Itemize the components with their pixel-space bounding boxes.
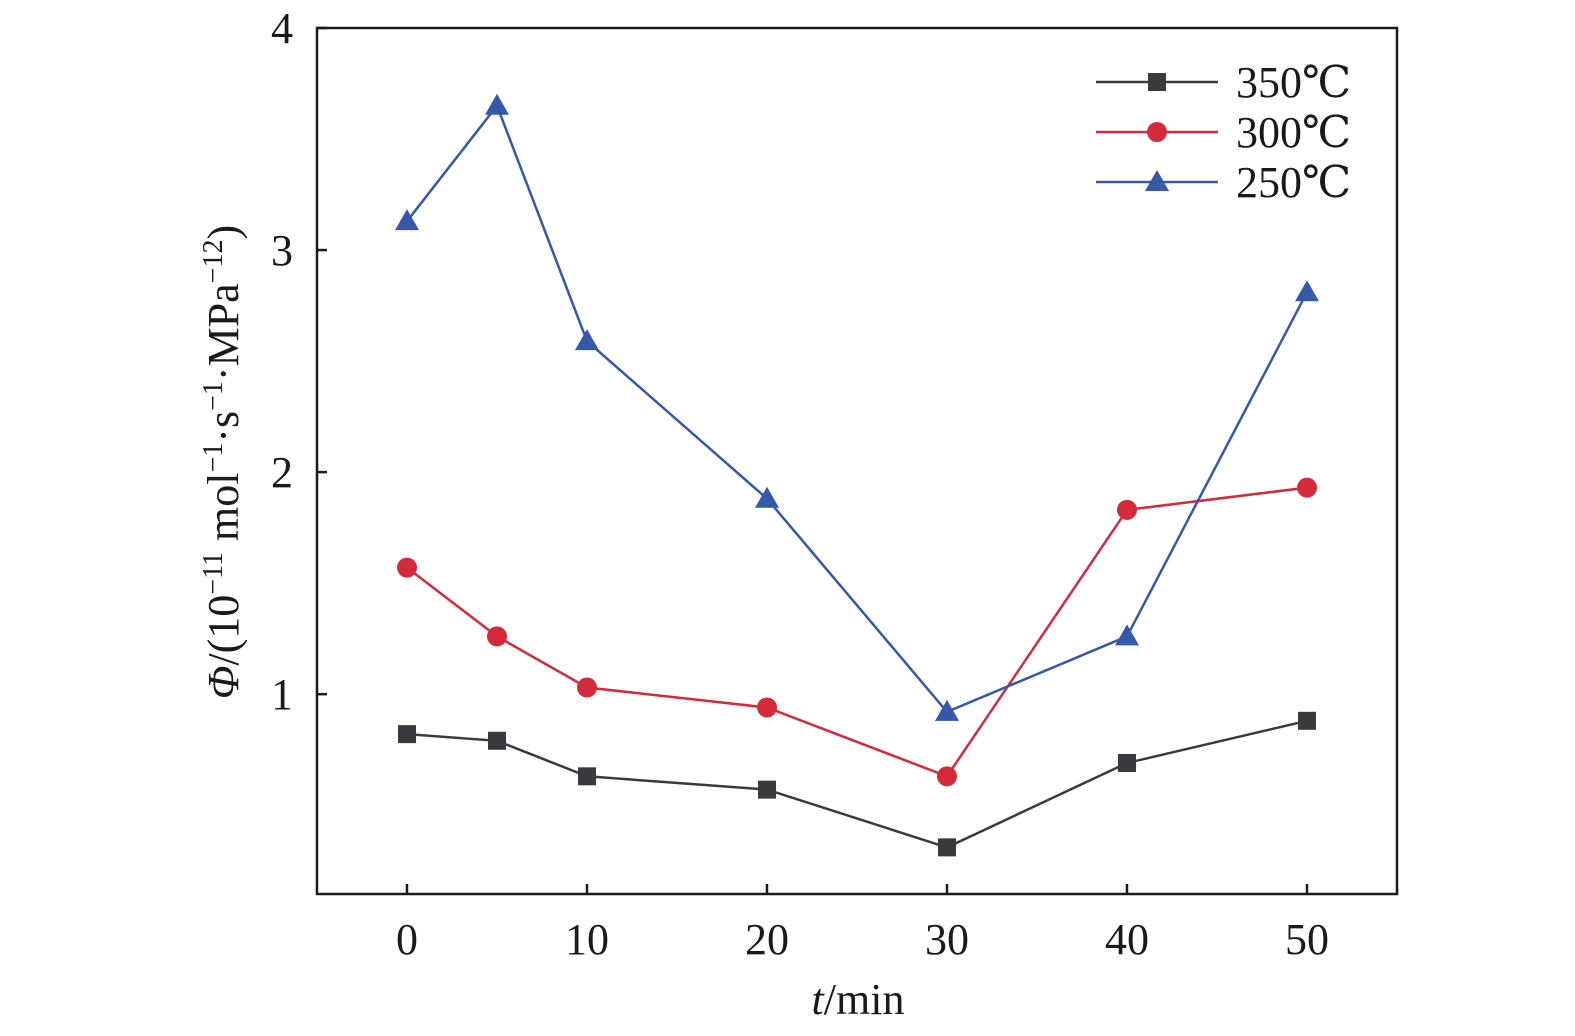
y-axis-title-unit2: ·s — [199, 411, 248, 443]
data-point-circle — [757, 697, 777, 718]
x-tick-label: 30 — [925, 915, 969, 964]
data-point-square — [1298, 711, 1316, 730]
legend-label: 300℃ — [1236, 108, 1351, 157]
x-tick-label: 50 — [1285, 915, 1329, 964]
data-point-triangle — [935, 699, 959, 721]
series-layer — [395, 93, 1319, 857]
axis-ticks: 0 10 20 30 40 50 1 2 3 4 — [271, 4, 1329, 964]
data-point-triangle — [1295, 280, 1319, 302]
legend-marker-triangle — [1145, 170, 1169, 191]
x-axis-title: t/min — [812, 975, 905, 1024]
data-point-circle — [577, 677, 597, 698]
y-axis-title-exp2: −1 — [198, 443, 229, 473]
y-tick-label: 1 — [271, 670, 293, 719]
data-point-triangle — [575, 329, 599, 351]
y-axis-title-exp1: −11 — [198, 552, 229, 595]
series-line — [406, 719, 1308, 849]
data-point-square — [938, 838, 956, 857]
data-point-triangle — [755, 486, 779, 508]
data-point-circle — [1117, 499, 1137, 520]
y-axis-title-open: /(10 — [199, 595, 248, 666]
y-axis-title: Φ/(10−11 mol−1·s−1·MPa−12) — [198, 225, 248, 699]
x-tick-label: 40 — [1105, 915, 1149, 964]
data-point-square — [578, 767, 596, 786]
y-tick-label: 4 — [271, 4, 293, 53]
data-point-circle — [1297, 477, 1317, 498]
data-point-circle — [487, 626, 507, 647]
plot-frame — [315, 26, 1399, 896]
legend-label: 350℃ — [1236, 58, 1351, 107]
y-tick-label: 2 — [271, 448, 293, 497]
series-line — [406, 103, 1309, 714]
x-axis-title-unit: /min — [824, 975, 905, 1024]
data-point-square — [398, 725, 416, 744]
series-square — [398, 711, 1316, 857]
legend-label: 250℃ — [1236, 158, 1351, 207]
data-point-square — [488, 731, 506, 750]
x-tick-label: 20 — [745, 915, 789, 964]
data-point-triangle — [1115, 624, 1139, 646]
data-point-circle — [397, 557, 417, 578]
y-axis-title-symbol: Φ — [199, 666, 248, 700]
y-axis-title-unit1: mol — [199, 473, 248, 552]
y-axis-title-close: ) — [199, 225, 248, 240]
data-point-triangle — [395, 209, 419, 231]
data-point-circle — [937, 766, 957, 787]
x-tick-label: 10 — [565, 915, 609, 964]
y-axis-title-unit3: ·MPa — [199, 283, 248, 381]
y-axis-title-exp3: −1 — [198, 381, 229, 411]
data-point-triangle — [485, 93, 509, 115]
data-point-square — [1118, 753, 1136, 772]
x-tick-label: 0 — [396, 915, 418, 964]
legend-marker-square — [1148, 73, 1166, 91]
y-axis-title-exp4: −12 — [198, 240, 229, 284]
series-circle — [397, 477, 1317, 787]
x-axis-title-symbol: t — [812, 975, 826, 1024]
data-point-square — [758, 780, 776, 799]
series-line — [406, 486, 1308, 778]
legend-marker-circle — [1147, 122, 1167, 142]
series-triangle — [395, 93, 1319, 721]
y-tick-label: 3 — [271, 226, 293, 275]
